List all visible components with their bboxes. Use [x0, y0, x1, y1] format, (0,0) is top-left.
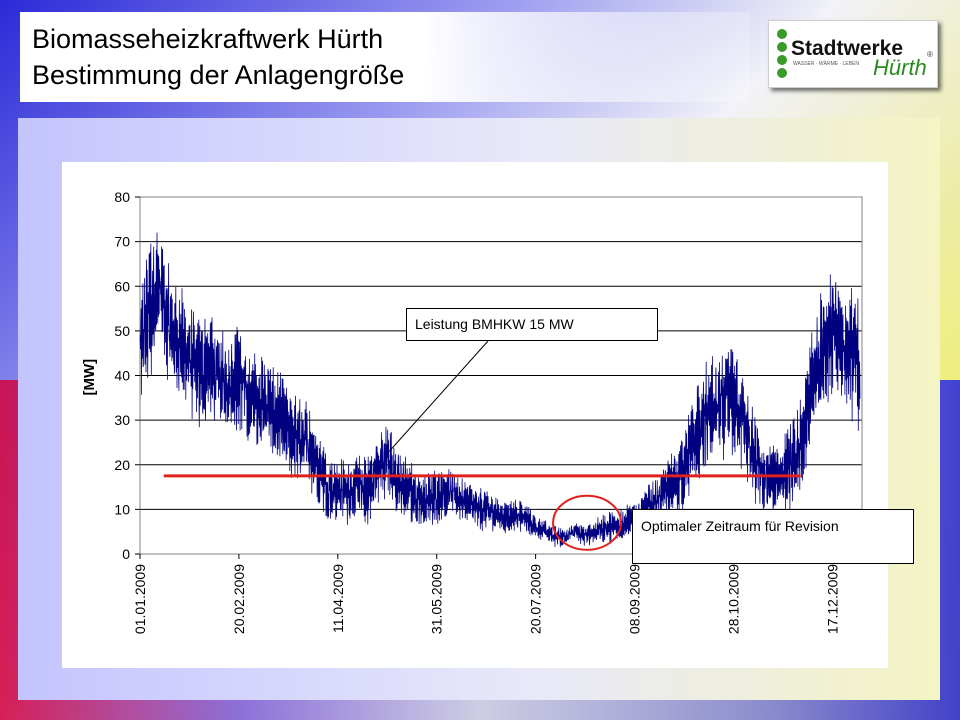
logo-graphic: Stadtwerke WASSER · WÄRME · LEBEN Hürth … — [777, 29, 933, 80]
logo-registered-mark: ® — [927, 50, 933, 59]
x-axis-ticks: 01.01.2009 20.02.2009 11.04.2009 31.05.2009… — [132, 554, 840, 634]
y-axis-ticks: 0 10 20 30 40 50 60 70 80 — [114, 189, 140, 562]
annotation-revision-text: Optimaler Zeitraum für Revision — [641, 518, 839, 534]
logo-dot-2 — [777, 42, 787, 52]
stadtwerke-logo: Stadtwerke WASSER · WÄRME · LEBEN Hürth … — [768, 20, 938, 88]
x-tick-label: 17.12.2009 — [824, 564, 840, 634]
annotation-bmhkw-text: Leistung BMHKW 15 MW — [415, 316, 574, 332]
y-tick-label: 60 — [114, 278, 130, 294]
overlay-group — [163, 340, 801, 551]
revision-circle — [552, 494, 623, 551]
logo-dot-1 — [777, 29, 787, 39]
x-tick-label: 28.10.2009 — [725, 564, 741, 634]
y-tick-label: 20 — [114, 457, 130, 473]
y-tick-label: 10 — [114, 501, 130, 517]
page-subtitle: Bestimmung der Anlagengröße — [32, 60, 405, 90]
x-tick-label: 20.07.2009 — [528, 564, 544, 634]
page-title: Biomasseheizkraftwerk Hürth — [32, 24, 384, 54]
y-tick-label: 0 — [122, 546, 130, 562]
title-box — [20, 12, 750, 102]
chart-area: 0 10 20 30 40 50 60 70 80 01.01.2009 20.02.2009 11… — [62, 162, 888, 668]
x-tick-label: 31.05.2009 — [429, 564, 445, 634]
logo-dot-3 — [777, 55, 787, 65]
logo-text-script: Hürth — [873, 55, 927, 80]
x-tick-label: 01.01.2009 — [132, 564, 148, 634]
y-axis-label: [MW] — [81, 359, 98, 396]
annotation-pointer — [388, 340, 489, 452]
x-tick-label: 11.04.2009 — [330, 564, 346, 633]
logo-tagline: WASSER · WÄRME · LEBEN — [793, 60, 859, 67]
x-tick-label: 08.09.2009 — [627, 564, 643, 634]
load-chart: 0 10 20 30 40 50 60 70 80 01.01.2009 20.02.2009 11… — [81, 189, 863, 634]
y-tick-label: 70 — [114, 234, 130, 250]
series-line — [139, 232, 861, 548]
annotation-bmhkw: Leistung BMHKW 15 MW — [406, 308, 658, 341]
y-tick-label: 50 — [114, 323, 130, 339]
x-tick-label: 20.02.2009 — [231, 564, 247, 634]
logo-text-main: Stadtwerke — [791, 37, 903, 60]
y-tick-label: 80 — [114, 189, 130, 205]
y-tick-label: 30 — [114, 412, 130, 428]
series-group — [139, 232, 861, 548]
logo-dot-4 — [777, 68, 787, 78]
annotation-revision: Optimaler Zeitraum für Revision — [632, 509, 914, 564]
y-tick-label: 40 — [114, 368, 130, 384]
